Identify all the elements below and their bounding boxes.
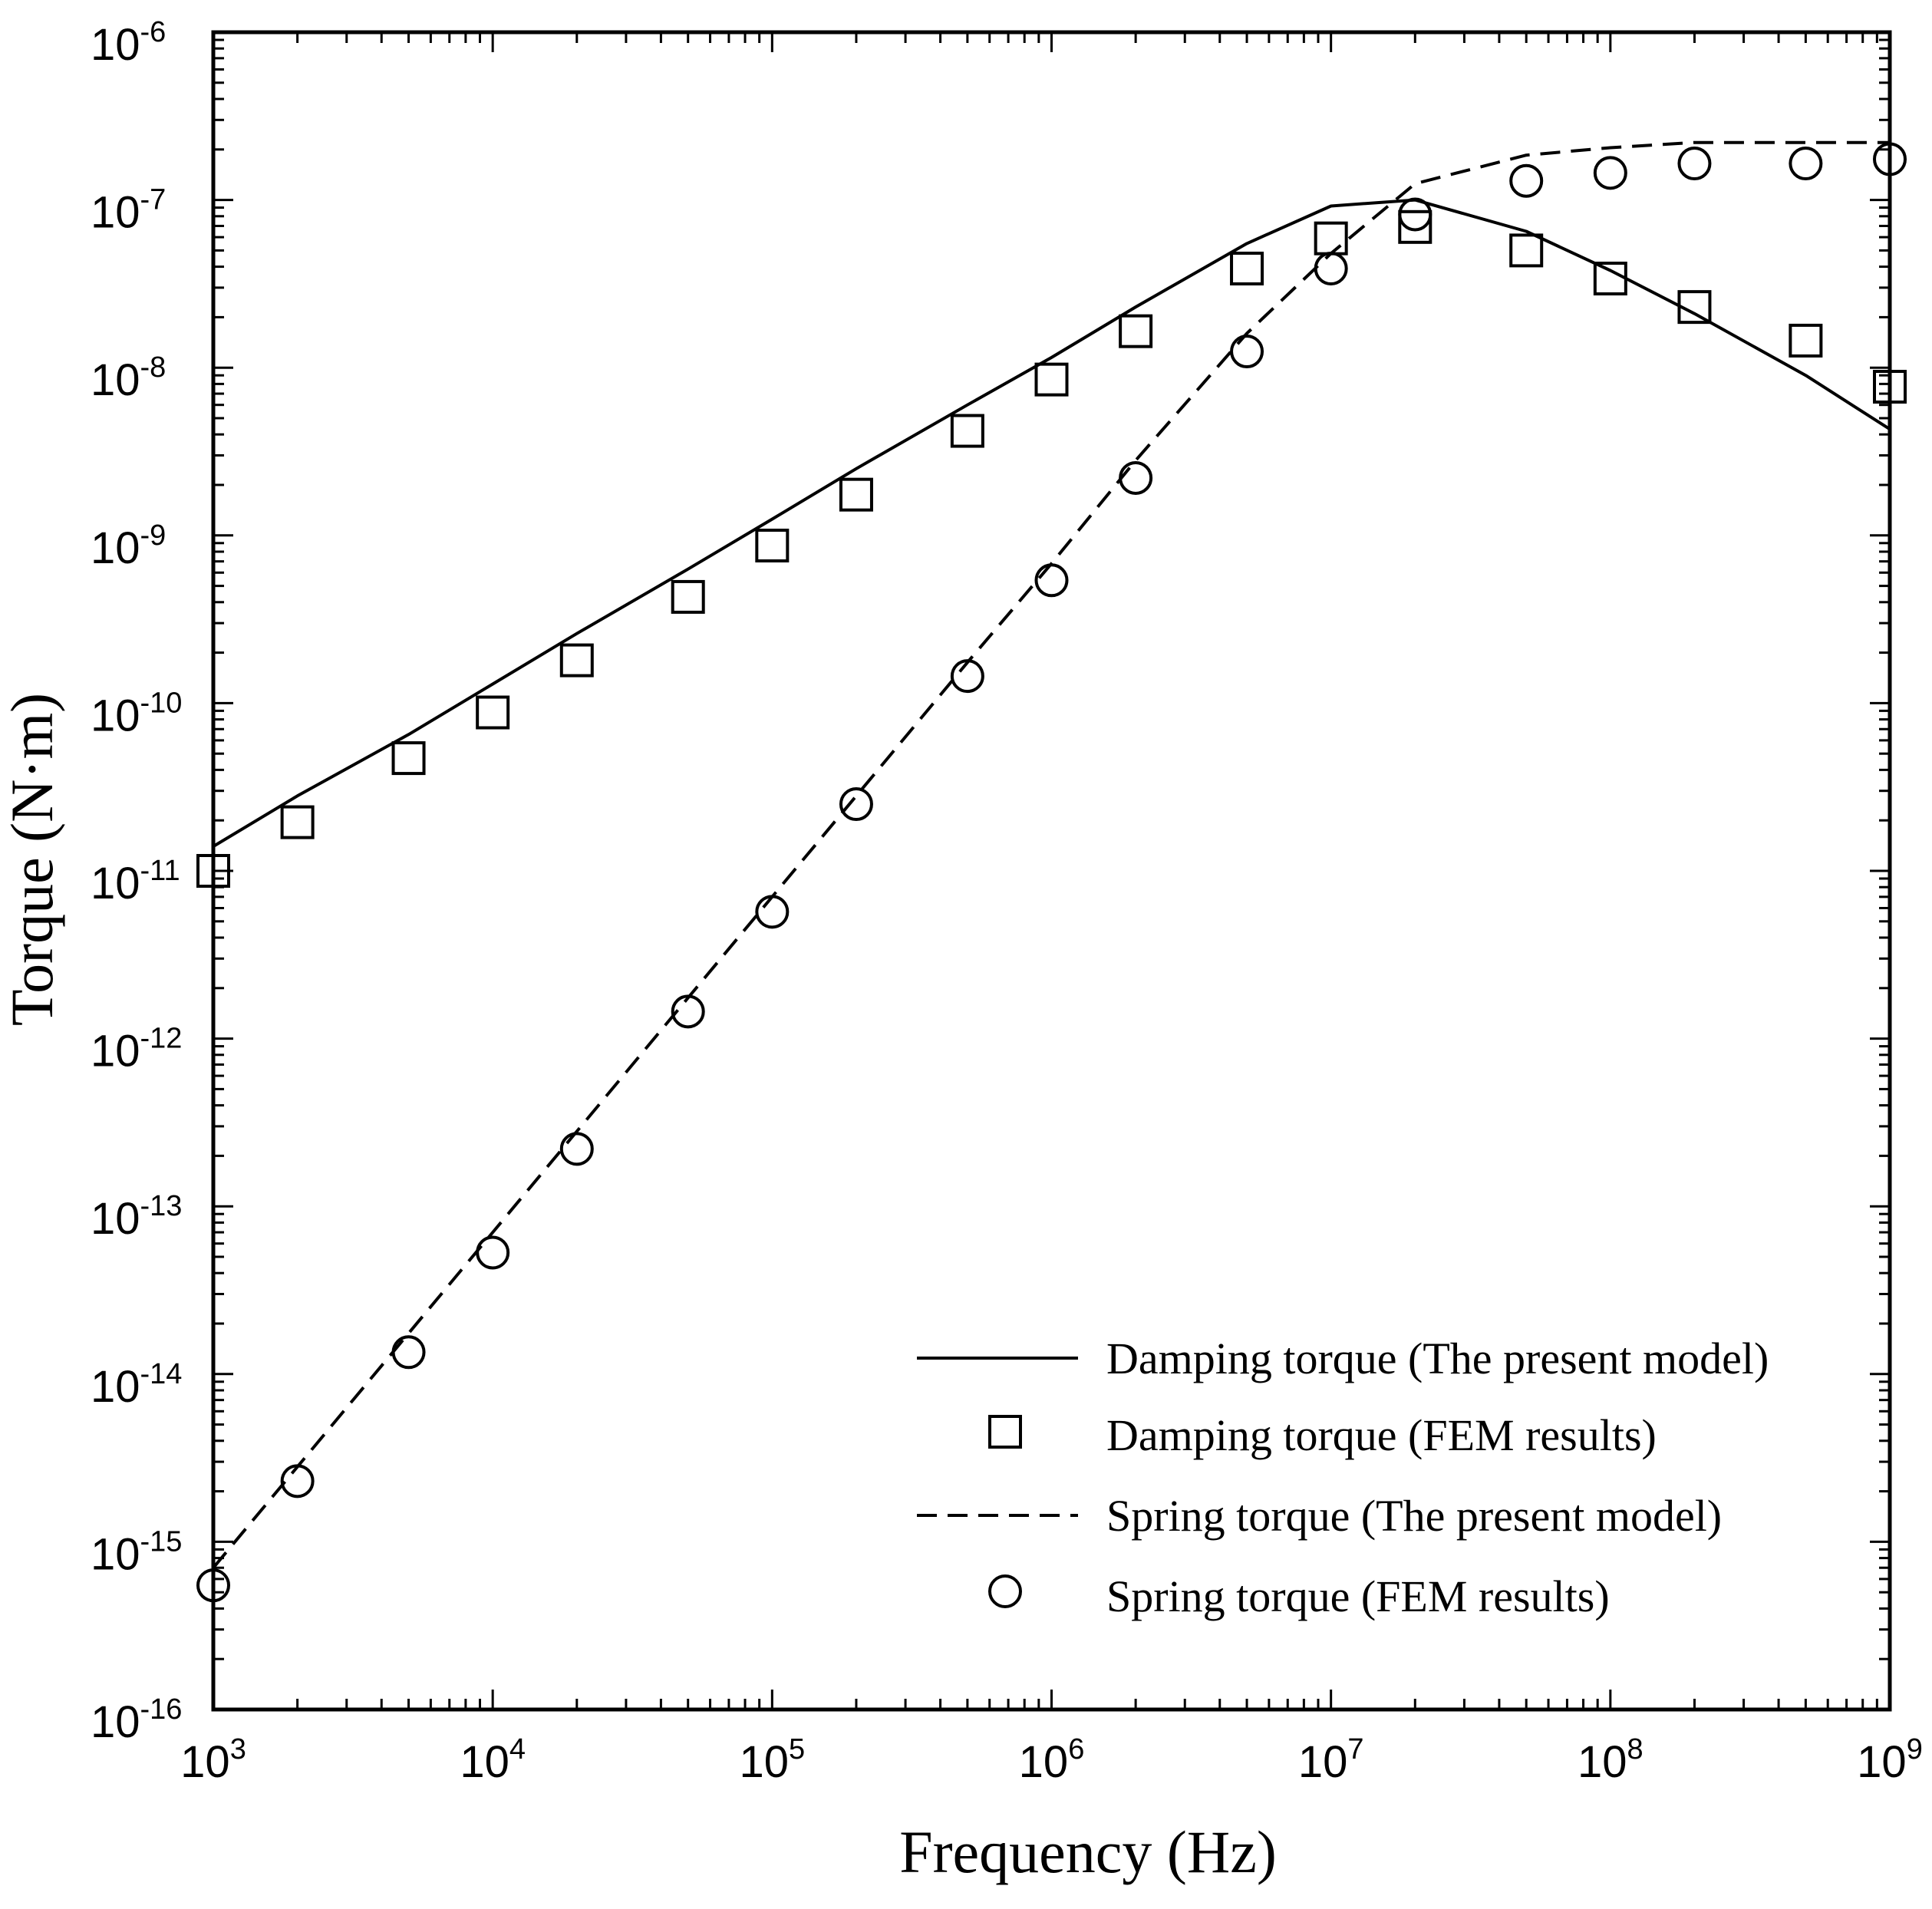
series-layer <box>196 140 1907 1603</box>
series-2 <box>196 209 1907 888</box>
x-tick-label: 103 <box>180 1733 246 1787</box>
damping-fem-point <box>1873 370 1907 404</box>
y-tick-label: 10-15 <box>91 1525 182 1579</box>
damping-fem-point <box>280 805 315 839</box>
legend-circle-marker <box>988 1574 1022 1608</box>
damping-model-line <box>212 198 1891 848</box>
y-tick-label: 10-14 <box>91 1358 182 1412</box>
spring-fem-point <box>839 787 873 822</box>
damping-fem-point <box>1509 233 1544 268</box>
damping-fem-point <box>755 529 790 563</box>
damping-fem-point <box>1119 314 1153 348</box>
y-tick-label: 10-9 <box>91 519 166 573</box>
spring-fem-point <box>1314 251 1348 285</box>
spring-fem-point <box>1398 197 1433 232</box>
y-tick-label: 10-12 <box>91 1023 182 1076</box>
damping-fem-point <box>950 414 984 448</box>
legend-square-marker <box>988 1415 1022 1449</box>
y-tick-label: 10-10 <box>91 687 182 740</box>
spring-fem-point <box>1593 156 1627 190</box>
x-tick-label: 105 <box>740 1733 806 1787</box>
spring-fem-point <box>1789 147 1823 181</box>
y-tick-label: 10-6 <box>91 16 166 70</box>
spring-fem-point <box>755 895 790 929</box>
x-tick-label: 106 <box>1019 1733 1085 1787</box>
x-tick-label: 108 <box>1578 1733 1644 1787</box>
spring-fem-point <box>1119 460 1153 495</box>
legend-label: Damping torque (FEM results) <box>1106 1410 1657 1460</box>
damping-fem-point <box>839 477 873 512</box>
x-tick-label: 104 <box>460 1733 526 1787</box>
spring-fem-point <box>1873 142 1907 176</box>
x-tick-label: 107 <box>1298 1733 1364 1787</box>
damping-fem-point <box>391 741 426 776</box>
y-tick-label: 10-7 <box>91 184 166 238</box>
damping-fem-point <box>1034 362 1069 397</box>
legend: Damping torque (The present model) Dampin… <box>917 1334 1769 1621</box>
spring-fem-point <box>196 1568 230 1603</box>
damping-fem-point <box>1593 262 1627 296</box>
spring-fem-point <box>559 1132 594 1166</box>
legend-label: Damping torque (The present model) <box>1106 1334 1769 1383</box>
x-axis-title: Frequency (Hz) <box>899 1818 1277 1885</box>
legend-label: Spring torque (The present model) <box>1106 1491 1722 1541</box>
y-axis-title: Torque (N·m) <box>0 693 65 1026</box>
damping-fem-point <box>1789 323 1823 358</box>
ticks-layer <box>212 31 1891 1711</box>
y-tick-label: 10-16 <box>91 1693 182 1747</box>
legend-label: Spring torque (FEM results) <box>1106 1571 1610 1621</box>
spring-fem-point <box>950 659 984 694</box>
spring-fem-point <box>671 994 705 1029</box>
tick-labels: 103 104 105 106 107 108 109 10-16 10-15 10-14 10-1… <box>91 16 1923 1787</box>
spring-fem-point <box>1677 147 1712 181</box>
spring-fem-point <box>476 1235 510 1270</box>
spring-fem-point <box>1230 335 1264 369</box>
damping-fem-point <box>1677 290 1712 325</box>
spring-fem-point <box>1034 563 1069 598</box>
damping-fem-point <box>476 695 510 730</box>
spring-fem-point <box>280 1464 315 1499</box>
spring-fem-point <box>391 1335 426 1370</box>
spring-fem-point <box>1509 163 1544 198</box>
x-tick-label: 109 <box>1857 1733 1923 1787</box>
y-tick-label: 10-8 <box>91 351 166 405</box>
damping-fem-point <box>1398 209 1433 244</box>
damping-fem-point <box>559 643 594 678</box>
series-1 <box>212 198 1891 848</box>
series-4 <box>196 142 1907 1603</box>
y-tick-label: 10-11 <box>91 855 180 908</box>
y-tick-label: 10-13 <box>91 1190 182 1244</box>
damping-fem-point <box>1230 251 1264 285</box>
damping-fem-point <box>1314 221 1348 256</box>
damping-fem-point <box>671 579 705 614</box>
